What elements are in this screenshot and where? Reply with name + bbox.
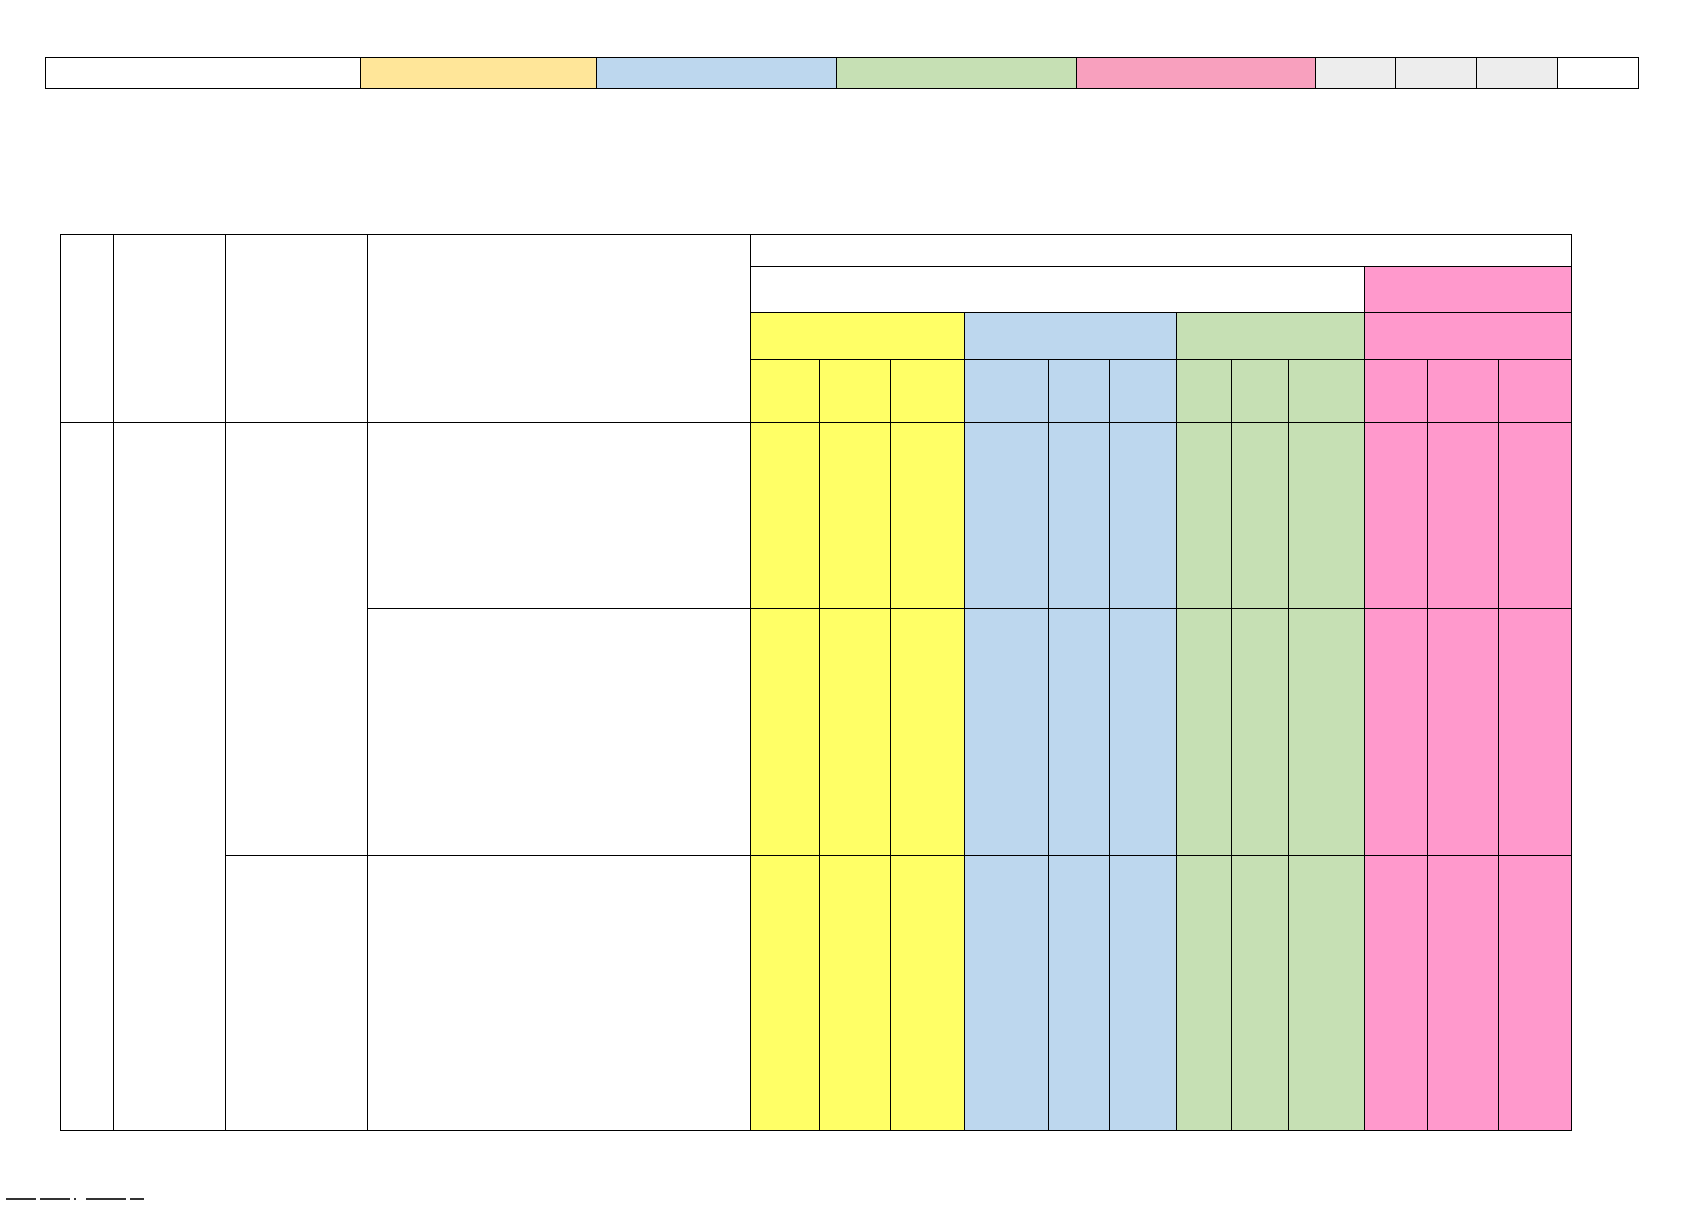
table-row — [61, 608, 1572, 856]
legend-blue — [597, 58, 838, 88]
header-col-4 — [367, 234, 751, 423]
data-cell — [750, 422, 820, 609]
data-cell — [1427, 608, 1499, 856]
legend-label — [46, 58, 361, 88]
data-cell — [1109, 608, 1177, 856]
header-col-2 — [113, 234, 226, 423]
data-cell — [1048, 422, 1110, 609]
data-cell — [750, 608, 820, 856]
sub-col-header — [1048, 359, 1110, 423]
data-cell — [1498, 608, 1572, 856]
footer-mark — [6, 1188, 146, 1200]
data-cell — [1109, 855, 1177, 1131]
data-cell — [1288, 855, 1365, 1131]
legend-yellow — [360, 58, 598, 88]
data-cell — [1231, 608, 1289, 856]
data-cell — [1498, 855, 1572, 1131]
data-cell — [750, 855, 820, 1131]
sub-col-header — [1176, 359, 1232, 423]
legend-gray-1 — [1316, 58, 1397, 88]
row-description — [367, 855, 751, 1131]
group-green-header — [1176, 312, 1365, 360]
data-cell — [890, 608, 965, 856]
data-cell — [1427, 422, 1499, 609]
group-pink-header — [1364, 312, 1572, 360]
sub-col-header — [1231, 359, 1289, 423]
row-description — [367, 608, 751, 856]
sub-col-header — [964, 359, 1049, 423]
data-cell — [1176, 422, 1232, 609]
data-cell — [819, 855, 891, 1131]
data-cell — [1427, 855, 1499, 1131]
data-cell — [819, 608, 891, 856]
sub-col-header — [1109, 359, 1177, 423]
sub-col-header — [1288, 359, 1365, 423]
sub-col-header — [890, 359, 965, 423]
legend-green — [837, 58, 1077, 88]
data-cell — [964, 855, 1049, 1131]
group-blue-header — [964, 312, 1177, 360]
legend-end — [1558, 58, 1639, 88]
data-cell — [964, 422, 1049, 609]
header-top-title — [750, 234, 1572, 267]
data-cell — [1231, 855, 1289, 1131]
body-col-1 — [60, 422, 114, 1131]
footer-mark-graphic — [6, 1198, 144, 1200]
header-col-3 — [225, 234, 368, 423]
data-cell — [1109, 422, 1177, 609]
header-pink-title — [1364, 266, 1572, 313]
legend-bar — [45, 57, 1639, 89]
legend-gray-2 — [1396, 58, 1478, 88]
data-cell — [964, 608, 1049, 856]
data-cell — [1176, 855, 1232, 1131]
data-cell — [819, 422, 891, 609]
data-cell — [1364, 855, 1428, 1131]
sub-col-header — [750, 359, 820, 423]
header-col-1 — [60, 234, 114, 423]
legend-pink — [1076, 58, 1317, 88]
body-group-a — [225, 422, 368, 856]
sub-col-header — [819, 359, 891, 423]
body-group-b — [225, 855, 368, 1131]
data-cell — [1364, 422, 1428, 609]
data-cell — [1498, 422, 1572, 609]
data-cell — [1288, 608, 1365, 856]
row-description — [367, 422, 751, 609]
data-cell — [1048, 855, 1110, 1131]
data-cell — [1048, 608, 1110, 856]
data-cell — [1176, 608, 1232, 856]
evaluation-grid — [60, 234, 1572, 1131]
sub-col-header — [1427, 359, 1499, 423]
legend-gray-3 — [1477, 58, 1559, 88]
data-cell — [1231, 422, 1289, 609]
data-cell — [890, 855, 965, 1131]
header-sub-title — [750, 266, 1365, 313]
data-cell — [890, 422, 965, 609]
data-cell — [1288, 422, 1365, 609]
sub-col-header — [1364, 359, 1428, 423]
table-row — [61, 855, 1572, 1131]
table-row — [60, 422, 1572, 1131]
group-yellow-header — [750, 312, 965, 360]
body-col-2 — [113, 422, 226, 1131]
sub-col-header — [1498, 359, 1572, 423]
data-cell — [1364, 608, 1428, 856]
